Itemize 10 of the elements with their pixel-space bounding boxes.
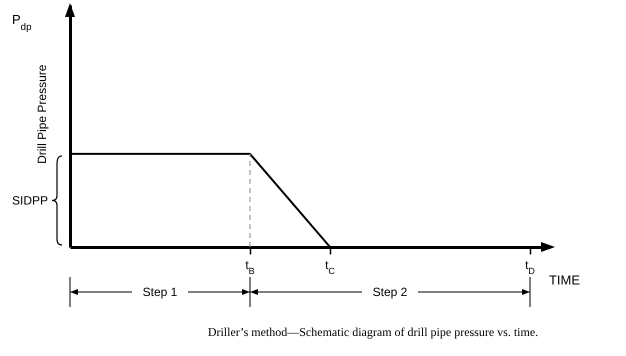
text: P$_{dp}$ [12,12,32,32]
text: SIDPP [12,193,48,208]
text: Step 1 [142,285,178,299]
text: Driller’s method—Schematic diagram of drill pipe pressure vs. time. [208,325,538,339]
text: Step 2 [372,285,408,299]
x-tick-label: t$_{C}$ [325,258,336,276]
y-axis-title: Drill Pipe Pressure [35,64,49,164]
x-axis-title: TIME [548,272,580,288]
x-tick-label: t$_{B}$ [245,258,255,276]
x-tick-label: t$_{D}$ [525,258,536,276]
